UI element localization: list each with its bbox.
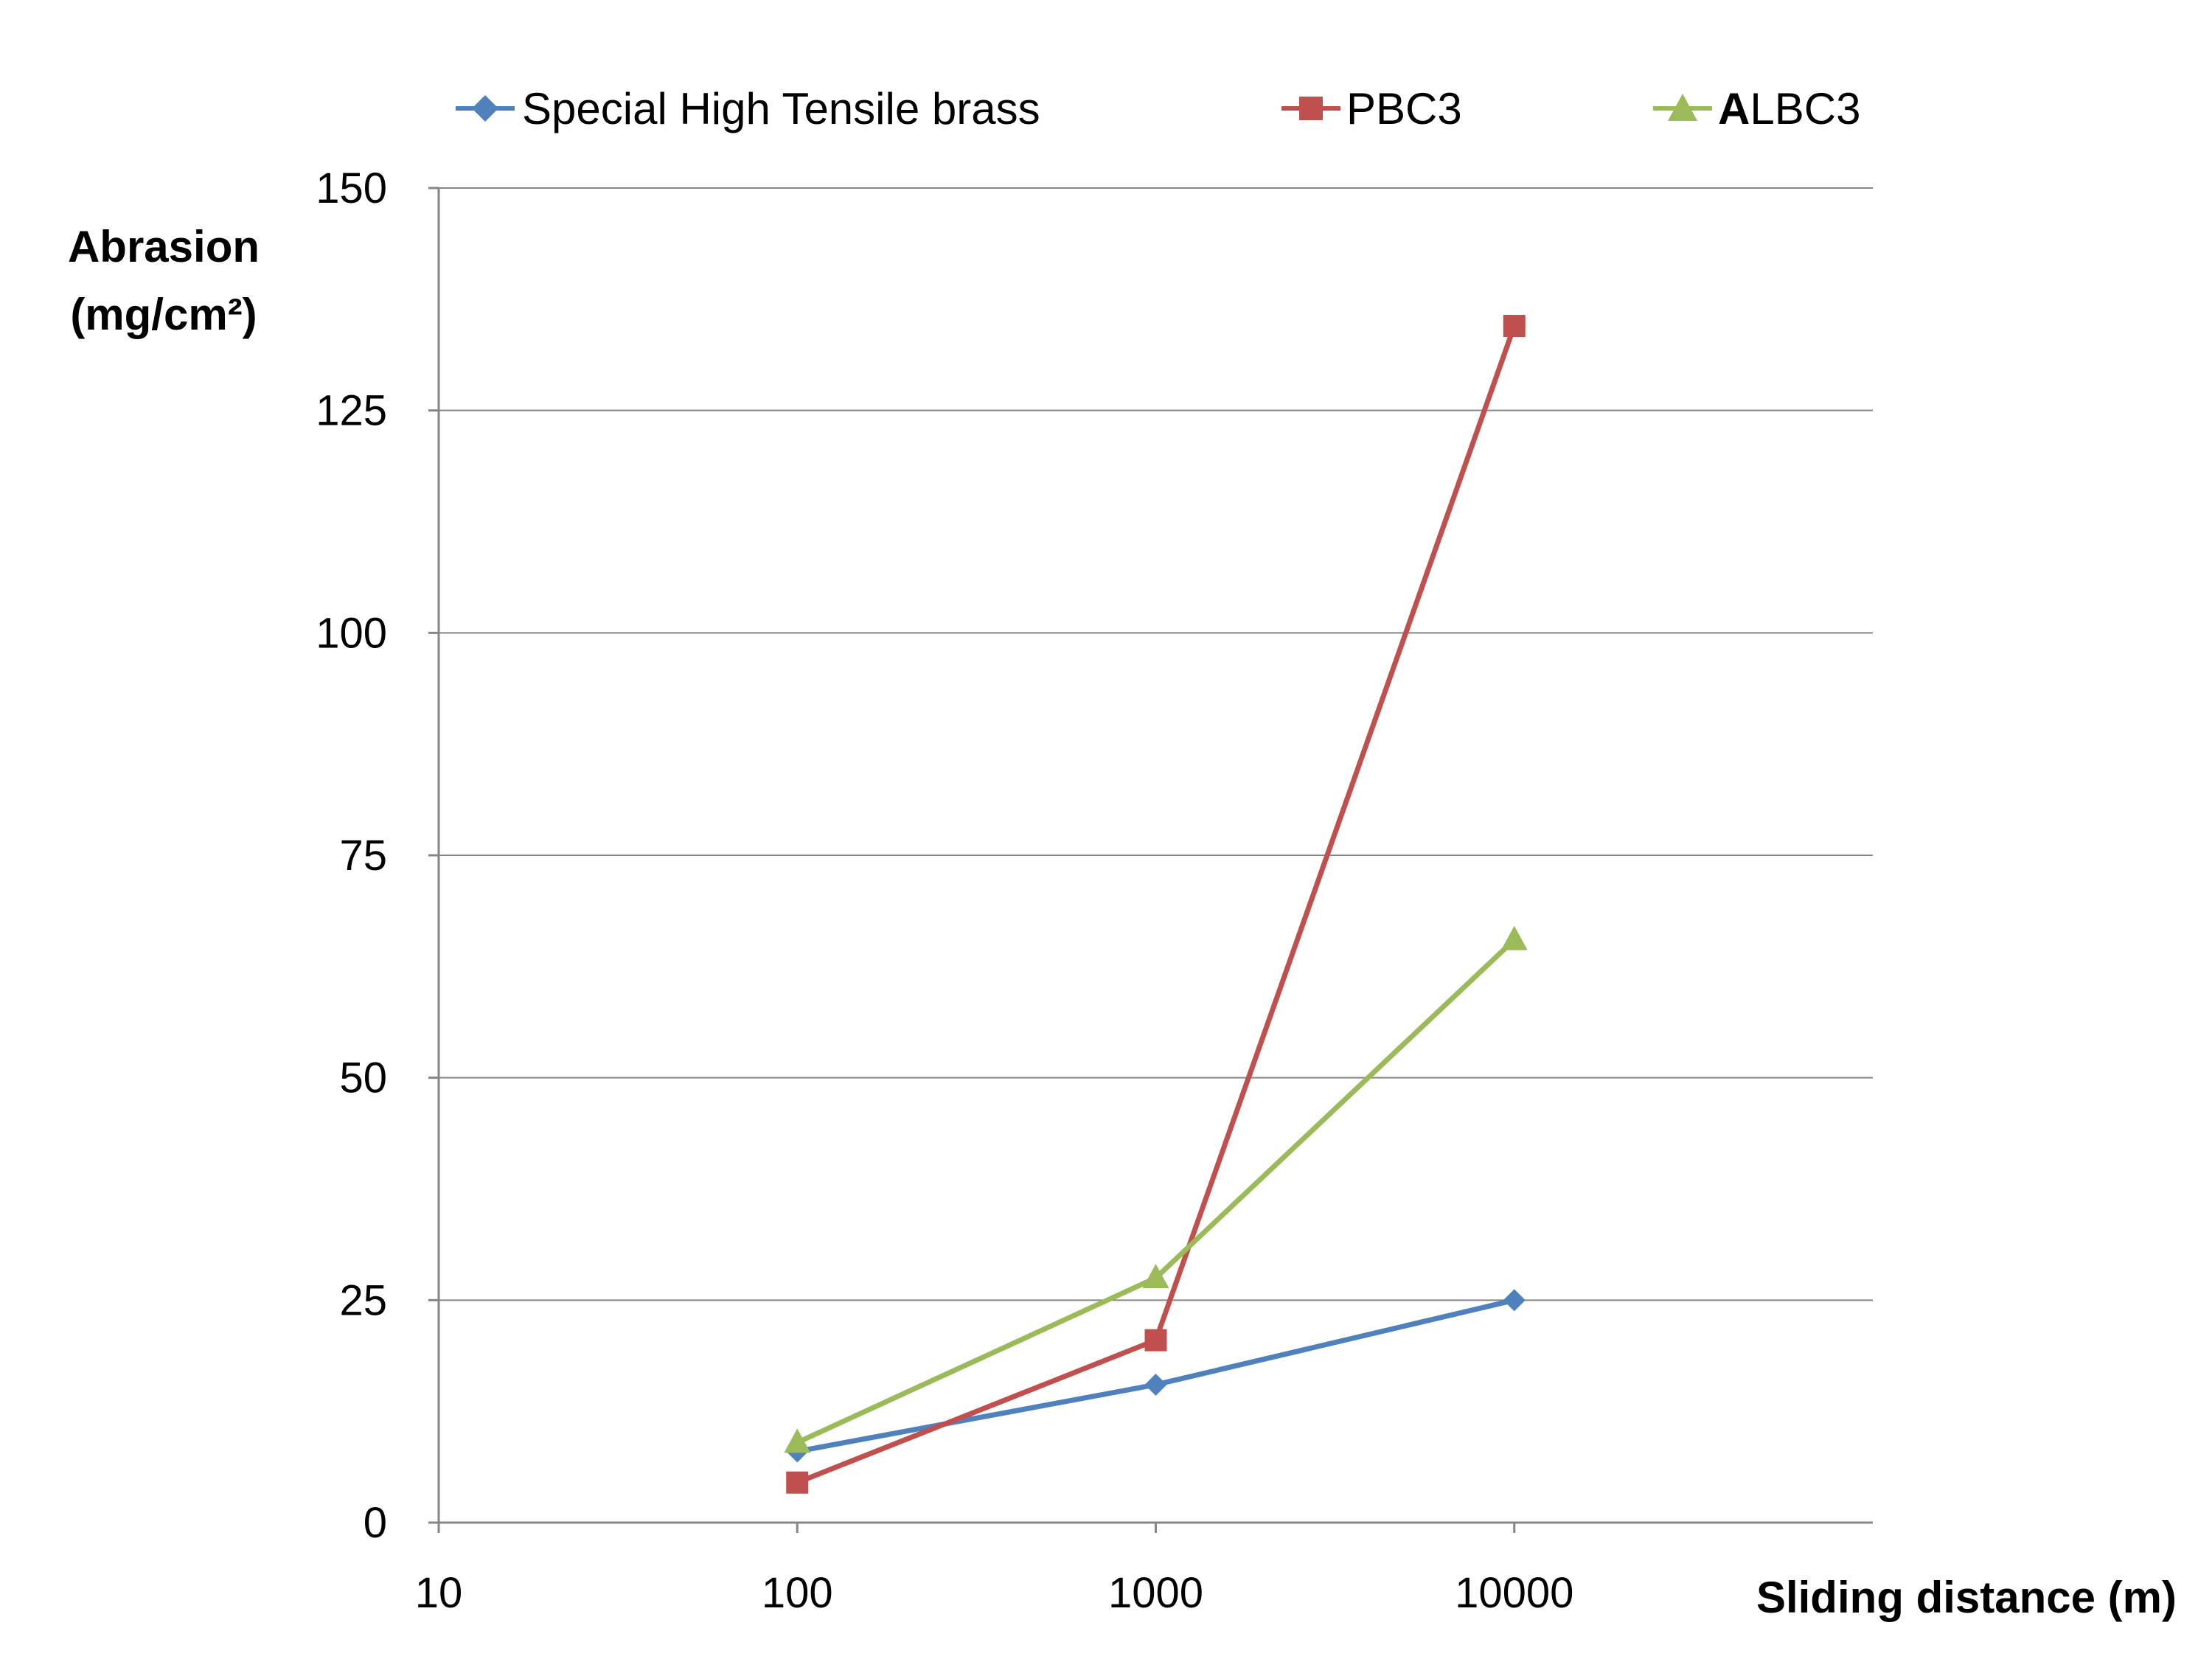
y-tick-label-50: 50 (339, 1054, 387, 1102)
legend-square-marker (1299, 97, 1323, 120)
series-albc3 (784, 925, 1528, 1453)
legend-label: Special High Tensile brass (522, 84, 1040, 133)
data-point-pbc3-100 (786, 1471, 809, 1494)
series-line-pbc3 (796, 324, 1517, 1485)
legend-diamond-marker (472, 95, 498, 122)
series-layer (784, 315, 1528, 1494)
series-line-albc3 (796, 938, 1517, 1445)
legend-label: PBC3 (1346, 84, 1462, 133)
x-tick-labels: 10 100 1000 10000 (415, 1569, 1574, 1617)
x-tick-label-1000: 1000 (1108, 1569, 1203, 1617)
series-special-high-tensile-brass (786, 1289, 1526, 1463)
x-tick-label-100: 100 (762, 1569, 833, 1617)
y-axis-title-line1: Abrasion (68, 222, 260, 271)
gridlines (428, 187, 1873, 1533)
y-tick-label-0: 0 (364, 1499, 387, 1547)
y-tick-label-75: 75 (339, 832, 387, 880)
x-tick-label-10000: 10000 (1455, 1569, 1573, 1617)
legend-item-special-high-tensile-brass: Special High Tensile brass (456, 84, 1040, 133)
data-point-albc3-10000 (1500, 925, 1528, 950)
y-tick-label-125: 125 (316, 387, 387, 435)
legend-label: ALBC3 (1718, 84, 1860, 133)
y-tick-label-25: 25 (339, 1276, 387, 1324)
data-point-special-high-tensile-brass-1000 (1144, 1373, 1167, 1396)
axes (437, 188, 1873, 1524)
series-pbc3 (786, 315, 1526, 1494)
legend: Special High Tensile brass PBC3 ALBC3 (456, 84, 1860, 133)
legend-item-albc3: ALBC3 (1653, 84, 1860, 133)
data-point-albc3-100 (784, 1428, 811, 1453)
data-point-special-high-tensile-brass-10000 (1503, 1289, 1526, 1312)
data-point-pbc3-10000 (1503, 315, 1526, 338)
data-point-pbc3-1000 (1144, 1329, 1167, 1352)
legend-triangle-marker (1668, 94, 1697, 121)
y-tick-label-150: 150 (316, 164, 387, 212)
y-tick-labels: 0 25 50 75 100 125 150 (316, 164, 387, 1547)
y-tick-label-100: 100 (316, 609, 387, 657)
data-point-albc3-1000 (1142, 1264, 1169, 1289)
x-tick-label-10: 10 (415, 1569, 463, 1617)
x-axis-title: Sliding distance (m) (1756, 1573, 2177, 1622)
y-axis-title-line2: (mg/cm²) (70, 290, 257, 339)
legend-item-pbc3: PBC3 (1281, 84, 1462, 133)
